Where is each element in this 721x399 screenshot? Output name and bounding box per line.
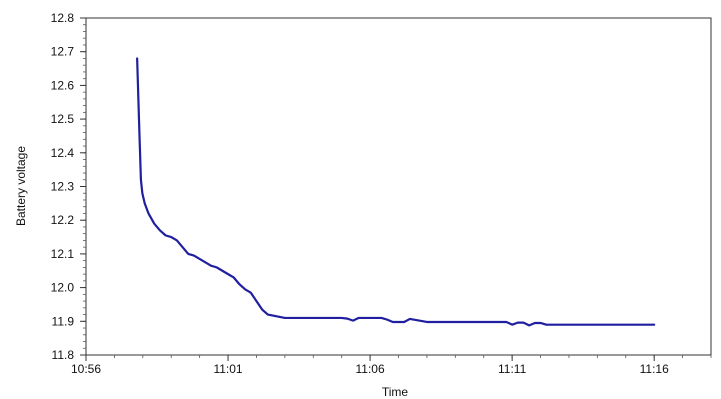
y-tick-label: 12.8 [51, 11, 75, 25]
y-tick-label: 11.9 [52, 314, 75, 328]
y-tick-label: 12.0 [51, 281, 75, 295]
y-tick-label: 11.8 [52, 348, 75, 362]
y-axis-ticks: 12.8 12.7 12.6 12.5 12.4 12.3 12.2 12.1 12.0 11.9… [51, 11, 86, 362]
battery-voltage-line [136, 57, 656, 327]
y-tick-label: 12.3 [51, 180, 75, 194]
y-tick-label: 12.4 [51, 146, 75, 160]
plot-frame [85, 17, 712, 356]
y-axis-title: Battery voltage [14, 146, 28, 226]
x-tick-label: 11:11 [498, 362, 527, 376]
x-tick-label: 10:56 [71, 362, 101, 376]
y-tick-label: 12.6 [51, 78, 75, 92]
y-tick-label: 12.5 [51, 112, 75, 126]
y-tick-label: 12.2 [51, 213, 75, 227]
x-axis-ticks: 10:56 11:01 11:06 11:11 11:16 [71, 355, 669, 376]
x-tick-label: 11:06 [356, 362, 385, 376]
y-tick-label: 12.1 [51, 247, 75, 261]
y-tick-label: 12.7 [51, 45, 75, 59]
x-tick-label: 11:16 [640, 362, 669, 376]
x-axis-title: Time [382, 385, 409, 399]
series-layer [136, 57, 656, 327]
x-tick-label: 11:01 [213, 362, 242, 376]
